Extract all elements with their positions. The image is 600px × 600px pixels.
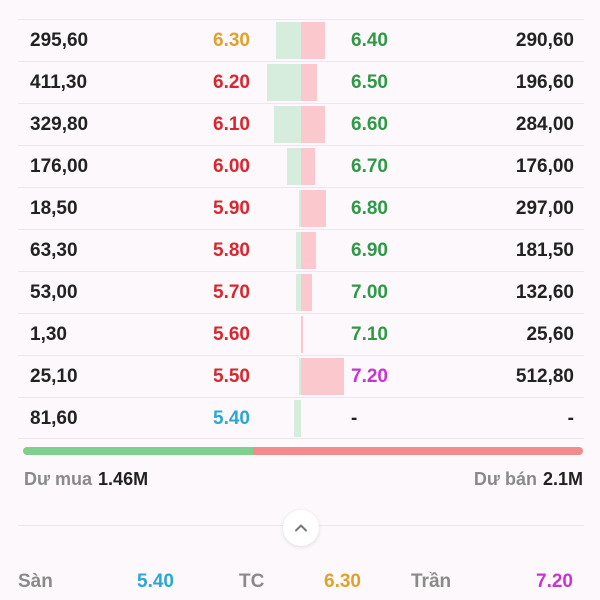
price-summary: Sàn 5.40 TC 6.30 Trần 7.20: [0, 571, 600, 595]
bid-volume-bar: [296, 232, 301, 269]
bid-price: 6.10: [213, 114, 250, 135]
bid-price: 5.70: [213, 282, 250, 303]
bid-volume: 81,60: [30, 408, 78, 429]
order-book-row[interactable]: 63,30 5.80 6.90 181,50: [18, 229, 584, 271]
total-buy: Dư mua 1.46M: [24, 469, 148, 490]
bid-volume-bar: [276, 22, 301, 59]
floor-value: 5.40: [137, 571, 174, 592]
total-buy-value: 1.46M: [98, 469, 149, 489]
ask-price: 6.50: [351, 72, 388, 93]
ask-price: 7.10: [351, 324, 388, 345]
bid-volume: 1,30: [30, 324, 67, 345]
total-sell-value: 2.1M: [542, 469, 583, 489]
bid-price: 5.60: [213, 324, 250, 345]
ask-volume: 25,60: [526, 324, 574, 345]
bid-volume-bar: [294, 400, 301, 437]
order-book-row[interactable]: 81,60 5.40 - -: [18, 397, 584, 439]
chevron-up-icon: [295, 524, 307, 532]
ask-volume: -: [567, 408, 574, 429]
ask-volume-bar: [301, 22, 325, 59]
order-book-row[interactable]: 53,00 5.70 7.00 132,60: [18, 271, 584, 313]
order-book-row[interactable]: 176,00 6.00 6.70 176,00: [18, 145, 584, 187]
order-book-row[interactable]: 1,30 5.60 7.10 25,60: [18, 313, 584, 355]
bid-volume-bar: [287, 148, 301, 185]
ask-volume-bar: [301, 274, 312, 311]
bid-volume: 411,30: [30, 72, 88, 93]
ask-volume: 284,00: [515, 114, 574, 135]
bid-price: 5.90: [213, 198, 250, 219]
ask-volume: 512,80: [515, 366, 574, 387]
bid-volume: 25,10: [30, 366, 78, 387]
ask-volume: 181,50: [515, 240, 574, 261]
bid-volume-bar: [296, 274, 301, 311]
reference-label: TC: [239, 571, 265, 592]
reference-value: 6.30: [324, 571, 361, 592]
order-book-row[interactable]: 411,30 6.20 6.50 196,60: [18, 61, 584, 103]
ask-volume: 132,60: [515, 282, 574, 303]
ask-volume-bar: [301, 232, 316, 269]
bid-volume: 63,30: [30, 240, 78, 261]
buy-sell-ratio-bar: [23, 447, 583, 455]
bid-price: 6.00: [213, 156, 250, 177]
order-book-row[interactable]: 18,50 5.90 6.80 297,00: [18, 187, 584, 229]
ask-volume-bar: [301, 106, 325, 143]
bid-volume: 53,00: [30, 282, 78, 303]
bid-volume-bar: [299, 190, 301, 227]
total-sell-label: Dư bán: [473, 469, 537, 489]
bid-volume: 295,60: [30, 30, 89, 51]
bid-price: 6.30: [213, 30, 250, 51]
ask-volume: 196,60: [515, 72, 574, 93]
order-book: 295,60 6.30 6.40 290,60 411,30 6.20 6.50 196,60…: [18, 19, 584, 439]
ask-volume: 290,60: [515, 30, 574, 51]
bid-price: 5.50: [213, 366, 250, 387]
ask-volume-bar: [301, 316, 303, 353]
bid-volume-bar: [274, 106, 301, 143]
buy-ratio-segment: [23, 447, 253, 455]
ask-price: 7.20: [351, 366, 388, 387]
bid-price: 6.20: [213, 72, 250, 93]
bid-volume-bar: [299, 358, 301, 395]
ask-volume-bar: [301, 358, 344, 395]
total-buy-label: Dư mua: [24, 469, 93, 489]
ask-volume-bar: [301, 64, 317, 101]
bid-volume: 18,50: [30, 198, 78, 219]
bid-price: 5.80: [213, 240, 250, 261]
ask-price: -: [351, 408, 358, 429]
ask-price: 6.40: [351, 30, 388, 51]
ask-price: 6.90: [351, 240, 388, 261]
ask-price: 7.00: [351, 282, 388, 303]
ask-price: 6.60: [351, 114, 388, 135]
ask-volume-bar: [301, 190, 326, 227]
ask-volume: 297,00: [515, 198, 574, 219]
ask-price: 6.70: [351, 156, 388, 177]
bid-price: 5.40: [213, 408, 250, 429]
collapse-button[interactable]: [283, 510, 319, 546]
ask-price: 6.80: [351, 198, 388, 219]
total-sell: Dư bán 2.1M: [474, 469, 583, 490]
order-book-row[interactable]: 295,60 6.30 6.40 290,60: [18, 19, 584, 61]
order-book-row[interactable]: 329,80 6.10 6.60 284,00: [18, 103, 584, 145]
ceiling-value: 7.20: [536, 571, 573, 592]
ask-volume: 176,00: [515, 156, 574, 177]
floor-label: Sàn: [18, 571, 53, 592]
bid-volume: 176,00: [30, 156, 89, 177]
sell-ratio-segment: [252, 447, 583, 455]
ask-volume-bar: [301, 148, 315, 185]
ceiling-label: Trần: [411, 571, 452, 592]
order-book-row[interactable]: 25,10 5.50 7.20 512,80: [18, 355, 584, 397]
bid-volume-bar: [267, 64, 301, 101]
bid-volume: 329,80: [30, 114, 89, 135]
